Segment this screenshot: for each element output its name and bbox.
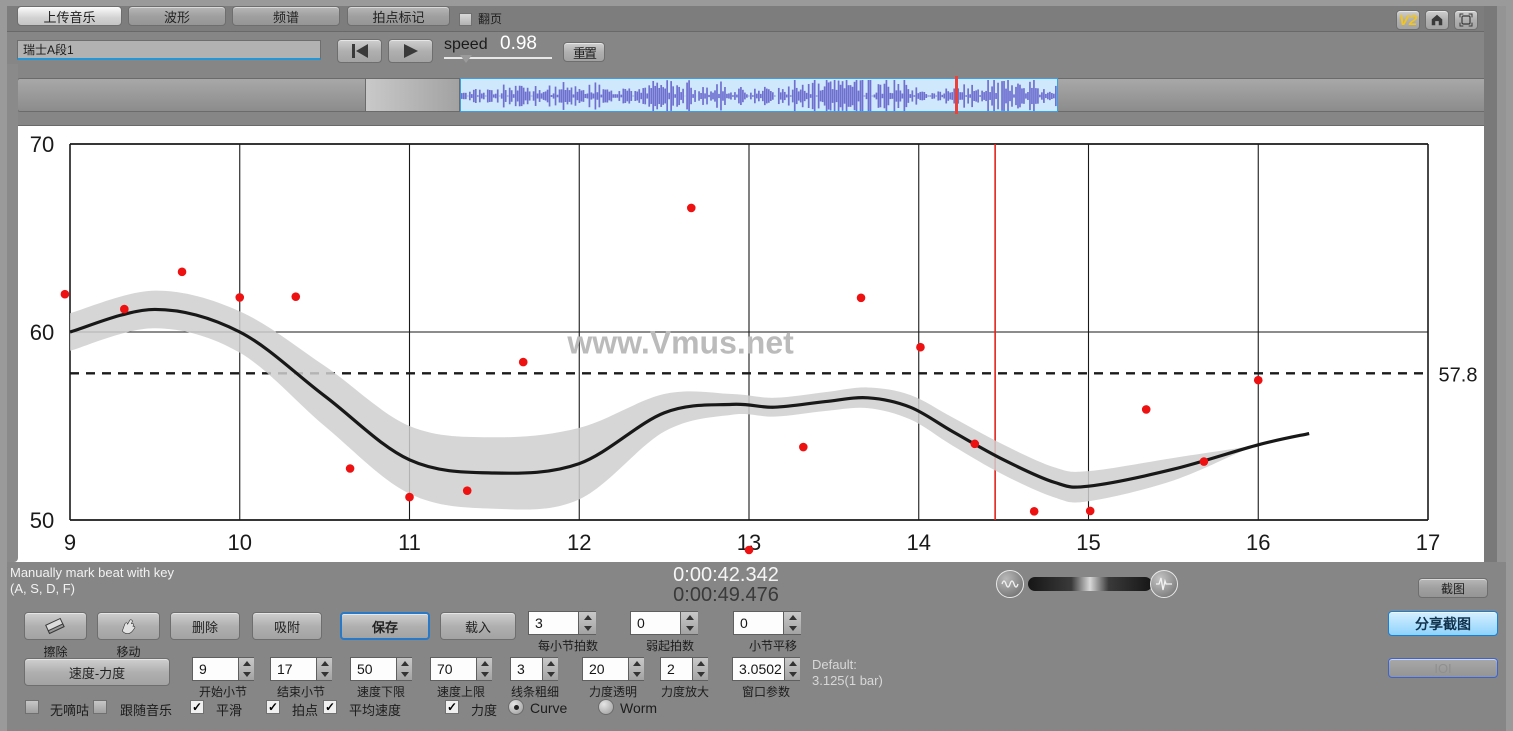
svg-text:12: 12 <box>567 530 591 555</box>
svg-text:50: 50 <box>30 508 54 533</box>
svg-text:10: 10 <box>228 530 252 555</box>
svg-text:14: 14 <box>907 530 931 555</box>
svg-text:16: 16 <box>1246 530 1270 555</box>
svg-text:15: 15 <box>1076 530 1100 555</box>
svg-text:70: 70 <box>30 132 54 157</box>
svg-text:11: 11 <box>398 530 421 555</box>
svg-text:9: 9 <box>64 530 76 555</box>
svg-text:www.Vmus.net: www.Vmus.net <box>566 325 794 361</box>
svg-text:17: 17 <box>1416 530 1440 555</box>
svg-text:60: 60 <box>30 320 54 345</box>
svg-text:57.8: 57.8 <box>1439 364 1478 386</box>
